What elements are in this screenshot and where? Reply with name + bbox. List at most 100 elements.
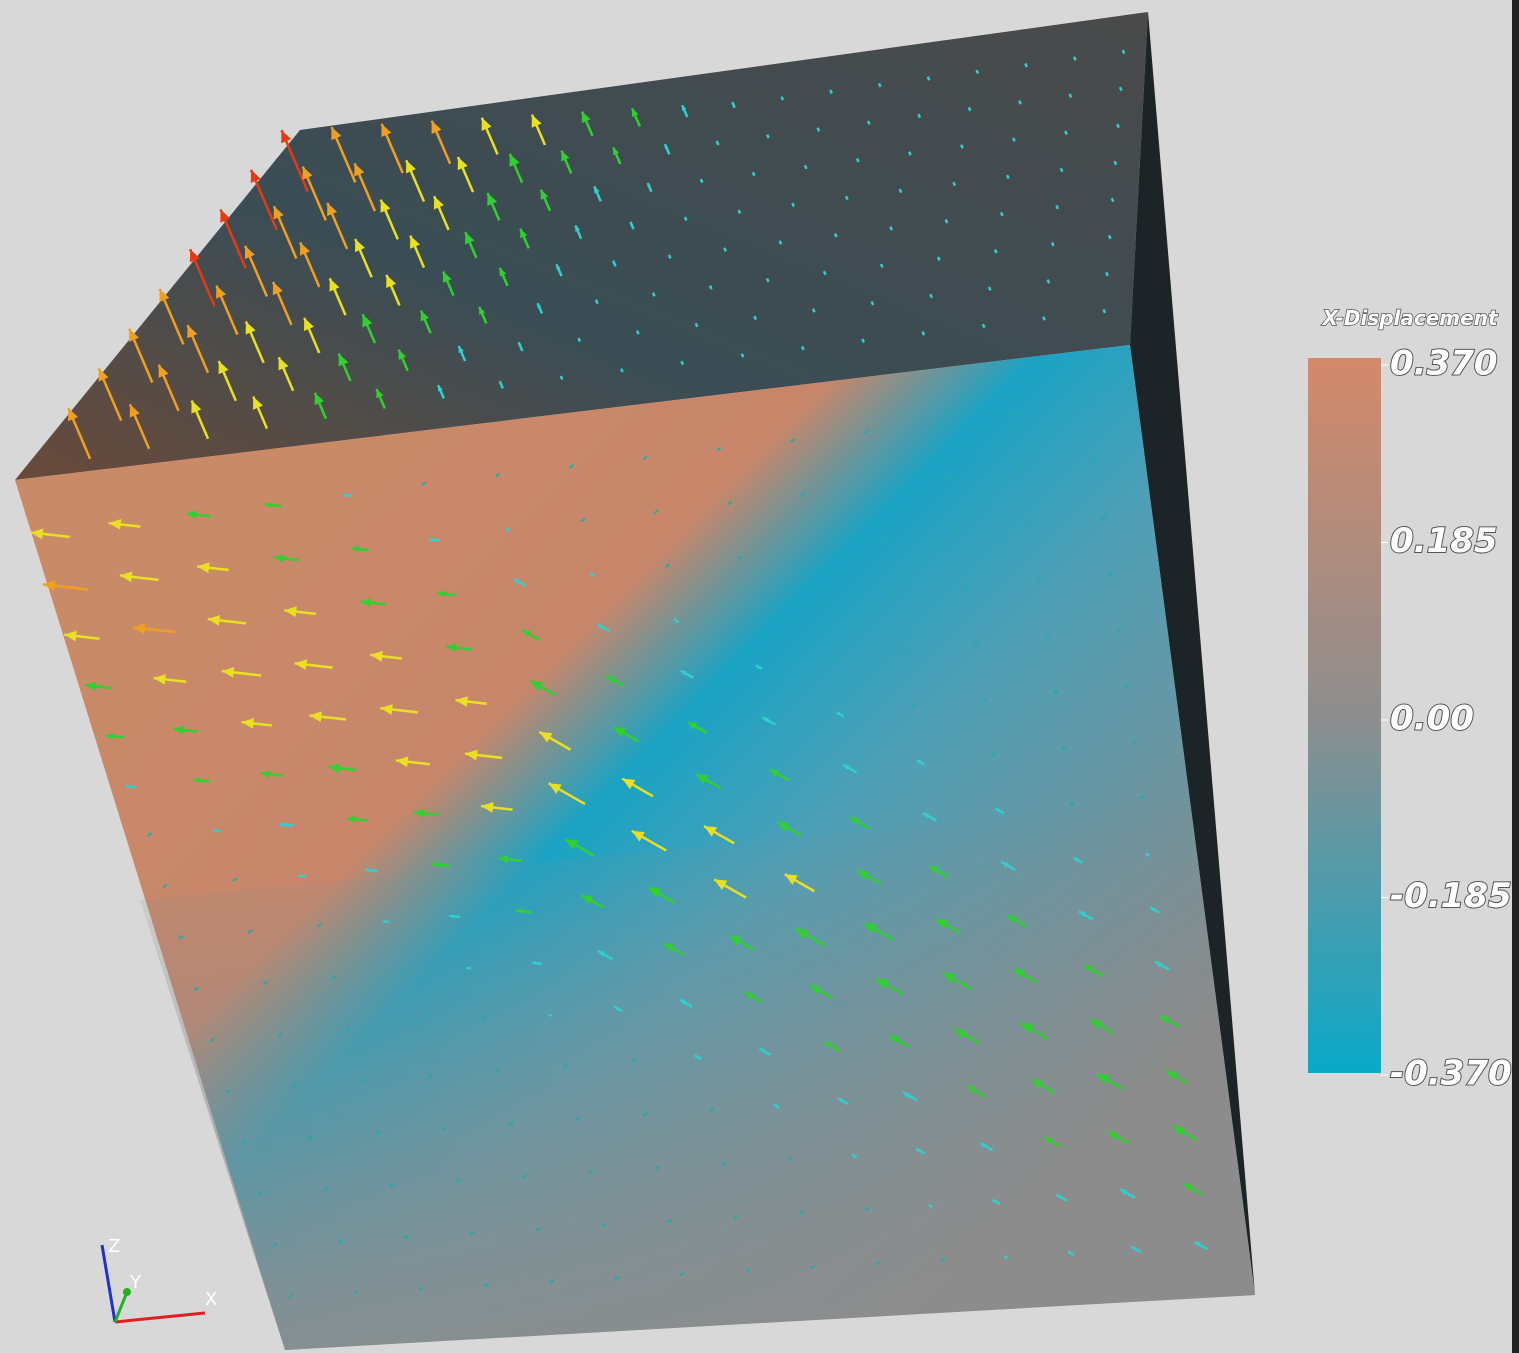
glyph [481,1016,488,1021]
glyph-head [1025,63,1027,66]
glyph-head [376,388,384,399]
glyph-head [729,936,742,946]
glyph [338,1238,344,1244]
glyph-head [531,114,542,128]
glyph-head [481,802,494,813]
glyph-head [613,727,627,738]
glyph-head [851,1154,855,1157]
glyph-head [922,331,924,334]
glyph-head [724,247,726,250]
glyph [614,1275,620,1281]
glyph [1123,683,1130,688]
glyph [1108,571,1114,576]
glyph-head [241,718,255,729]
glyph-head [902,1092,911,1098]
glyph-head [380,199,391,213]
glyph [990,752,997,758]
glyph-head [575,225,581,232]
glyph-head [1145,853,1148,855]
glyph-head [216,285,227,299]
glyph [1044,634,1050,640]
glyph-head [1047,279,1049,282]
glyph-head [294,659,308,670]
glyph [374,1130,381,1136]
glyph-head [64,630,77,642]
glyph-head [433,196,444,210]
glyph-head [298,874,302,878]
glyph-head [594,186,600,194]
glyph-head [781,96,783,99]
glyph-head [881,264,883,266]
glyph [654,1165,661,1170]
glyph-head [539,731,553,743]
glyph-head [732,102,735,105]
glyph-head [1111,198,1114,200]
glyph-head [42,580,56,592]
glyph [1011,412,1017,417]
glyph-head [1056,205,1058,208]
glyph [664,563,671,568]
glyph-head [1001,861,1009,868]
glyph-head [279,822,286,828]
glyph-head [1117,124,1119,126]
glyph [288,1293,294,1299]
glyph [820,601,826,607]
glyph-head [980,1143,987,1149]
glyph [1116,627,1122,632]
glyph [562,1063,568,1069]
glyph-head [1020,1022,1034,1034]
glyph-head [694,1055,698,1058]
glyph-head [481,117,492,131]
z-axis-label: Z [108,1236,120,1257]
glyph-head [383,920,386,923]
glyph-head [938,256,940,259]
glyph-head [370,650,383,662]
glyph-head [703,826,718,837]
glyph-head [992,1199,997,1203]
glyph-head [530,680,544,691]
glyph-head [556,264,561,270]
glyph [653,509,659,514]
tick-label: -0.370 [1390,1054,1512,1094]
glyph [733,1214,739,1220]
glyph [982,697,988,702]
glyph-head [410,235,420,249]
glyph-head [929,865,939,874]
glyph-head [438,385,443,392]
glyph [307,1135,314,1141]
glyph-head [362,314,373,328]
glyph-head [890,226,892,229]
glyph-head [1172,1125,1185,1136]
glyph-head [845,196,848,198]
glyph-head [878,83,881,86]
glyph-head [464,749,478,761]
glyph [716,446,722,452]
glyph-head [710,285,712,288]
glyph [495,472,501,478]
glyph-head [631,830,645,842]
glyph-head [1120,87,1122,89]
glyph-head [613,1006,619,1010]
colorbar-ticks: 0.370 0.185 0.00 -0.185 -0.370 [1381,343,1513,1095]
glyph-head [245,321,256,335]
glyph-head [309,711,322,723]
glyph [421,481,427,487]
glyph [946,476,952,481]
glyph-head [328,763,341,774]
glyph-head [565,839,579,850]
glyph-head [752,172,755,174]
glyph-head [817,127,819,130]
glyph-head [595,299,598,302]
glyph [331,974,337,980]
glyph-head [119,571,133,583]
glyph-head [560,375,563,378]
glyph-head [824,1041,833,1049]
glyph-head [663,943,674,952]
glyph-head [221,667,235,678]
glyph-head [1043,316,1045,319]
glyph-head [578,337,580,340]
glyph-head [927,76,930,79]
glyph [679,1271,685,1277]
glyph-head [346,815,356,823]
glyph-head [637,330,639,333]
